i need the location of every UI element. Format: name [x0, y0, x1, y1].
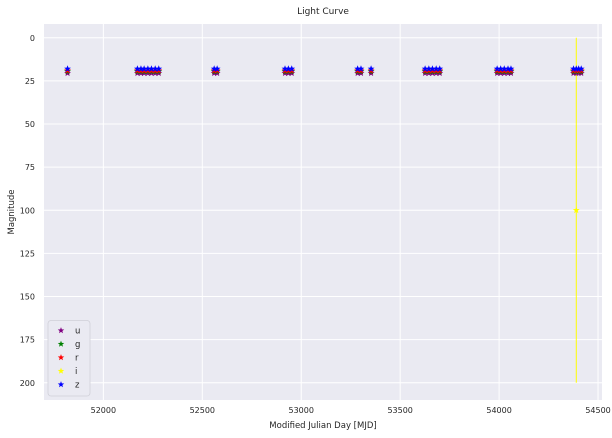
y-tick-label: 75 — [25, 163, 35, 172]
data-point-z — [493, 65, 501, 72]
legend-label-g: g — [75, 340, 80, 350]
data-point-z — [429, 65, 436, 72]
data-point-z — [357, 65, 365, 72]
data-point-z — [500, 65, 508, 72]
data-point-z — [354, 65, 362, 72]
chart-title: Light Curve — [297, 7, 349, 17]
data-point-z — [504, 65, 512, 72]
legend-marker-u — [57, 327, 65, 334]
legend-marker-g — [57, 340, 65, 347]
data-point-z — [497, 65, 505, 72]
plot-area — [44, 24, 602, 400]
legend-label-i: i — [75, 367, 77, 377]
y-tick-label: 0 — [30, 34, 35, 43]
data-point-z — [137, 65, 145, 72]
x-tick-label: 53500 — [387, 406, 412, 415]
data-point-z — [210, 65, 218, 72]
x-tick-label: 54000 — [486, 406, 511, 415]
data-point-z — [507, 65, 515, 72]
data-point-z — [432, 65, 440, 72]
data-point-z — [133, 65, 141, 72]
grid — [44, 24, 602, 400]
data-point-z — [148, 65, 155, 72]
data-point-z — [140, 65, 148, 72]
x-axis-ticks: 52000 52500 53000 53500 54000 54500 — [91, 406, 611, 415]
data-point-z — [284, 65, 292, 72]
data-point-z — [575, 65, 583, 72]
data-point-z — [421, 65, 429, 72]
y-tick-label: 125 — [20, 249, 35, 258]
legend-box — [47, 320, 91, 397]
x-axis-label: Modified Julian Day [MJD] — [269, 421, 376, 431]
y-tick-label: 100 — [20, 206, 35, 215]
y-tick-label: 150 — [20, 293, 35, 302]
legend-marker-r — [57, 354, 65, 361]
y-axis-ticks: 0 25 50 75 100 125 150 175 200 — [20, 34, 35, 388]
data-point-z — [570, 65, 577, 72]
data-point-z — [425, 65, 433, 72]
data-markers — [64, 65, 585, 214]
y-tick-label: 175 — [20, 336, 35, 345]
x-tick-label: 52000 — [91, 406, 116, 415]
legend-marker-i — [57, 367, 65, 374]
y-tick-label: 50 — [25, 120, 35, 129]
legend-label-u: u — [75, 327, 80, 337]
data-point-z — [144, 65, 152, 72]
x-tick-label: 54500 — [585, 406, 610, 415]
legend-label-r: r — [75, 354, 79, 364]
y-axis-label: Magnitude — [7, 189, 17, 234]
data-point-z — [151, 65, 159, 72]
data-point-z — [155, 65, 163, 72]
y-tick-label: 25 — [25, 77, 35, 86]
x-tick-label: 52500 — [190, 406, 215, 415]
y-tick-label: 200 — [20, 379, 35, 388]
legend-marker-z — [57, 381, 65, 388]
data-point-z — [281, 65, 289, 72]
x-tick-label: 53000 — [289, 406, 314, 415]
data-point-i — [572, 206, 580, 214]
data-point-z — [64, 65, 71, 72]
legend-label-z: z — [75, 381, 80, 391]
data-point-z — [367, 65, 375, 72]
data-point-z — [213, 65, 221, 72]
data-point-z — [577, 65, 585, 72]
data-point-z — [288, 65, 296, 72]
data-point-z — [436, 65, 444, 72]
